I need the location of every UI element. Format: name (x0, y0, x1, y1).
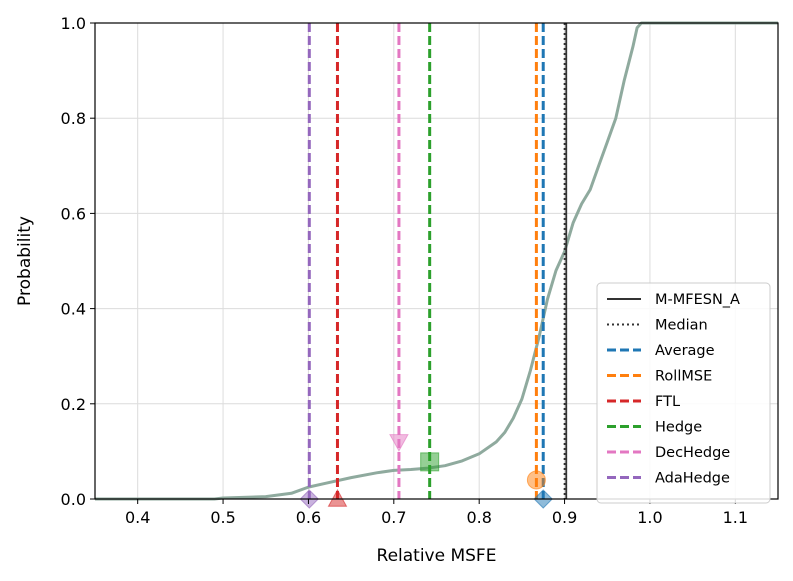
vertical-lines (307, 23, 568, 499)
legend-label: DecHedge (655, 445, 730, 461)
plot-frame (94, 22, 779, 500)
marker-hedge (420, 452, 440, 472)
legend-box (596, 282, 771, 504)
y-tick-label: 1.0 (61, 14, 86, 33)
legend-label: M-MFESN_A (655, 292, 740, 308)
x-tick-label: 0.9 (552, 508, 577, 527)
x-tick-label: 0.4 (125, 508, 150, 527)
x-tick-label: 0.8 (466, 508, 491, 527)
legend-label: Median (655, 318, 708, 334)
legend-label: AdaHedge (655, 471, 730, 487)
x-tick-label: 0.5 (210, 508, 235, 527)
legend-label: RollMSE (655, 369, 712, 385)
ecdf-curve (95, 21, 778, 501)
y-tick-label: 0.2 (61, 395, 86, 414)
marker-dechedge (389, 434, 409, 452)
y-axis-label: Probability (15, 216, 35, 306)
legend-label: FTL (655, 394, 680, 410)
y-tick-label: 0.6 (61, 204, 86, 223)
x-tick-label: 1.1 (723, 508, 748, 527)
legend-label: Average (655, 343, 715, 359)
y-ticks: 0.0 0.2 0.4 0.6 0.8 1.0 (61, 14, 95, 509)
x-axis-label: Relative MSFE (377, 546, 497, 566)
x-ticks: 0.4 0.5 0.6 0.7 0.8 0.9 1.0 1.1 (125, 499, 748, 527)
y-tick-label: 0.0 (61, 490, 86, 509)
x-tick-label: 1.0 (637, 508, 662, 527)
y-tick-label: 0.4 (61, 300, 86, 319)
x-tick-label: 0.7 (381, 508, 406, 527)
marker-rollmse (526, 470, 546, 490)
x-tick-label: 0.6 (296, 508, 321, 527)
legend: M-MFESN_A Median Average RollMSE FTL Hedge Dec… (596, 282, 771, 504)
marker-ftl (327, 488, 348, 507)
ecdf-layer (95, 21, 778, 501)
y-tick-label: 0.8 (61, 109, 86, 128)
legend-label: Hedge (655, 420, 702, 436)
series-markers (299, 434, 553, 509)
